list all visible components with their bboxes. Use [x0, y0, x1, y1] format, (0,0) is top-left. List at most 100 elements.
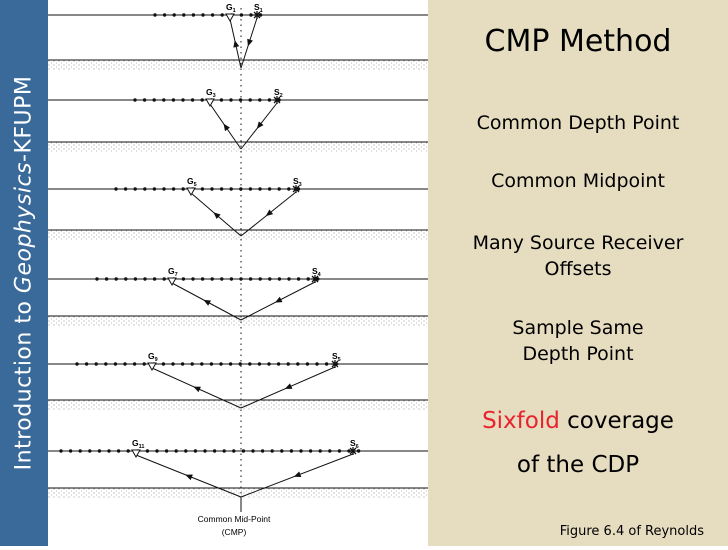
- geophone-dot: [219, 187, 224, 191]
- geophone-dot: [75, 362, 79, 366]
- geophone-dot: [248, 277, 253, 281]
- geophone-dot: [251, 449, 255, 453]
- sidebar-title: Introduction to Geophysics-KFUPM: [12, 76, 37, 471]
- geophone-dot: [229, 277, 234, 281]
- geophone-dot: [153, 13, 157, 17]
- geophone-dot: [143, 277, 147, 281]
- sidebar-suffix: -KFUPM: [11, 75, 37, 162]
- geophone-dot: [267, 362, 271, 366]
- geophone-label-2: G3: [206, 87, 216, 99]
- geophone-letter: G: [206, 87, 213, 97]
- source-subscript: 5: [338, 357, 341, 363]
- geophone-dot: [267, 187, 272, 191]
- geophone-dot: [161, 362, 166, 366]
- geophone-dot: [78, 449, 82, 453]
- geophone-dot: [104, 362, 108, 366]
- ray-arrow-up: [185, 474, 193, 481]
- geophone-dot: [257, 362, 262, 366]
- geophone-dot: [152, 277, 157, 281]
- geophone-dot: [114, 187, 118, 191]
- geophone-dot: [308, 449, 313, 453]
- geophone-dot: [184, 449, 188, 453]
- geophone-dot: [97, 449, 102, 453]
- source-letter: S: [254, 2, 260, 12]
- geophone-letter: G: [132, 438, 139, 448]
- geophone-dot: [306, 277, 310, 281]
- source-label-2: S2: [274, 87, 283, 99]
- geophone-dot: [287, 187, 291, 191]
- geophone-dot: [95, 277, 99, 281]
- geophone-dot: [210, 13, 215, 17]
- stipple-band-5: [48, 400, 428, 410]
- geophone-dot: [164, 449, 169, 453]
- sidebar-prefix: Introduction to: [11, 293, 37, 471]
- ray-arrow-down: [265, 209, 274, 217]
- source-label-6: S6: [350, 438, 359, 450]
- coverage-rest: coverage: [559, 408, 674, 434]
- geophone-dot: [94, 362, 98, 366]
- geophone-dot: [328, 449, 332, 453]
- geophone-dot: [171, 187, 176, 191]
- geophone-dot: [296, 277, 301, 281]
- geophone-dot: [123, 187, 128, 191]
- geophone-triangle-4: [167, 277, 177, 287]
- source-label-4: S4: [312, 266, 322, 278]
- geophone-dot: [171, 98, 176, 102]
- geophone-dot: [181, 277, 186, 281]
- source-subscript: 6: [356, 444, 359, 450]
- ray-arrow-down: [256, 121, 264, 129]
- geophone-dot: [212, 449, 217, 453]
- geophone-dot: [201, 13, 205, 17]
- geophone-dot: [190, 98, 195, 102]
- stipple-band-4: [48, 316, 428, 326]
- geophone-dot: [248, 187, 253, 191]
- geophone-triangle-5: [147, 362, 157, 372]
- offsets-line-1: Many Source Receiver: [472, 232, 684, 254]
- geophone-dot: [143, 187, 147, 191]
- geophone-dot: [270, 449, 274, 453]
- geophone-dot: [126, 449, 130, 453]
- geophone-dot: [305, 362, 310, 366]
- geophone-dot: [193, 449, 198, 453]
- ray-arrow-up: [213, 212, 221, 220]
- ray-arrow-up: [193, 386, 201, 393]
- term-common-midpoint: Common Midpoint: [491, 170, 665, 192]
- sidebar: Introduction to Geophysics-KFUPM: [0, 0, 48, 546]
- coverage-text: Sixfold coverage: [428, 408, 728, 434]
- geophone-dot: [116, 449, 121, 453]
- geophone-dot: [133, 277, 138, 281]
- geophone-dot: [145, 449, 150, 453]
- geophone-subscript: 5: [194, 182, 197, 188]
- geophone-dot: [239, 187, 243, 191]
- geophone-letter: G: [226, 2, 233, 12]
- geophone-dot: [232, 449, 236, 453]
- figure-caption: Figure 6.4 of Reynolds: [559, 524, 704, 539]
- geophone-label-6: G11: [132, 438, 144, 450]
- slide-title: CMP Method: [484, 24, 672, 59]
- ray-arrow-down: [293, 471, 302, 478]
- geophone-dot: [113, 362, 118, 366]
- geophone-dot: [258, 98, 262, 102]
- geophone-triangle-1: [225, 13, 235, 23]
- geophone-dot: [68, 449, 73, 453]
- geophone-dot: [258, 277, 262, 281]
- geophone-dot: [229, 187, 233, 191]
- source-letter: S: [332, 351, 338, 361]
- geophone-dot: [280, 449, 284, 453]
- source-subscript: 1: [260, 8, 263, 14]
- geophone-dot: [200, 187, 205, 191]
- geophone-dot: [181, 98, 185, 102]
- stipple-band-3: [48, 230, 428, 240]
- cmp-abbrev: (CMP): [222, 527, 247, 537]
- geophone-dot: [356, 449, 361, 453]
- geophone-dot: [248, 362, 252, 366]
- source-subscript: 2: [280, 93, 283, 99]
- geophone-dot: [220, 13, 224, 17]
- geophone-dot: [88, 449, 92, 453]
- geophone-dot: [123, 362, 127, 366]
- geophone-subscript: 3: [213, 93, 216, 99]
- geophone-dot: [241, 449, 246, 453]
- geophone-letter: G: [187, 176, 194, 186]
- geophone-dot: [210, 277, 214, 281]
- geophone-letter: G: [168, 266, 175, 276]
